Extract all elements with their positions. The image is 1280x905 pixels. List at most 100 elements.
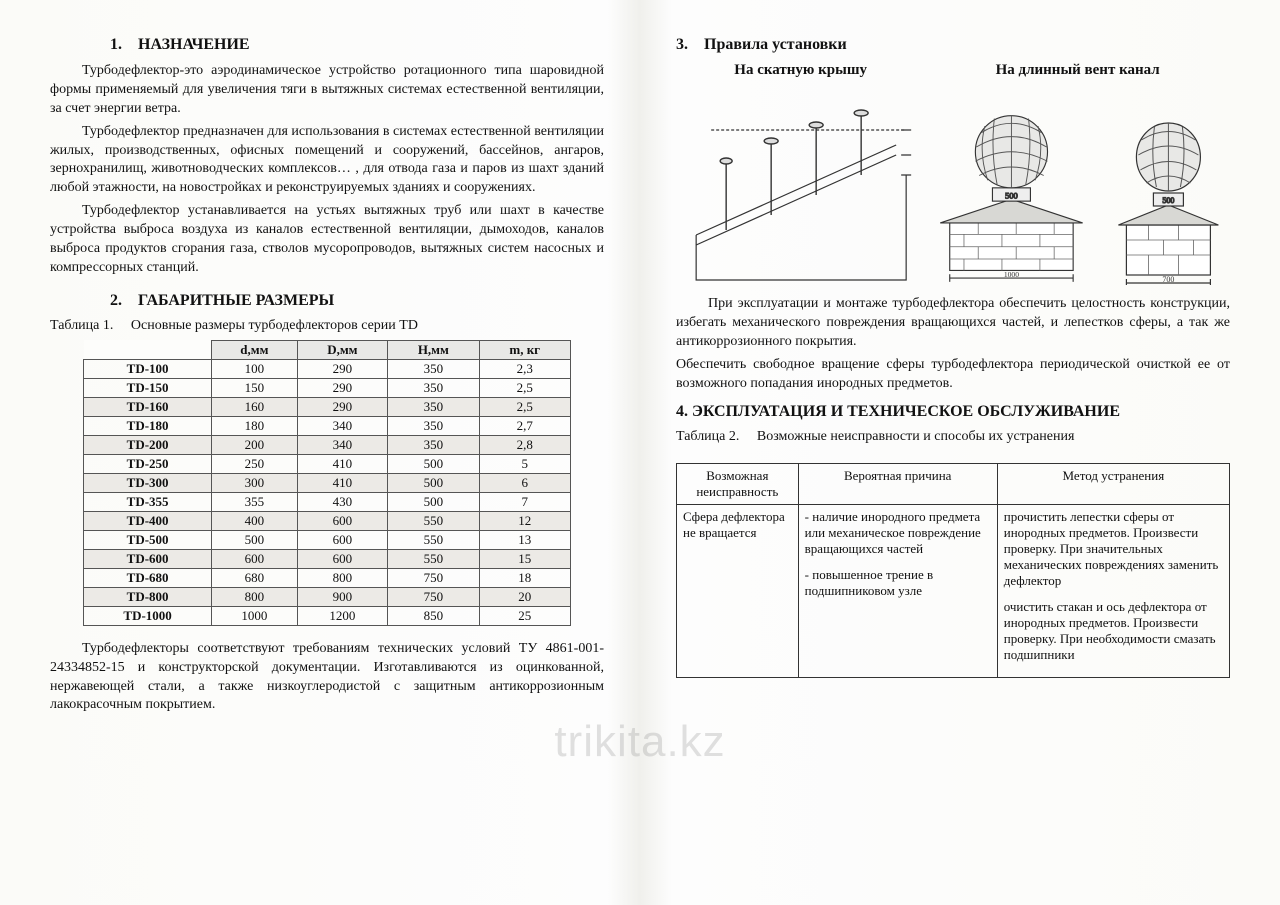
section-4-title: ЭКСПЛУАТАЦИЯ И ТЕХНИЧЕСКОЕ ОБСЛУЖИВАНИЕ bbox=[692, 403, 1120, 420]
dims-row: TD-2002003403502,8 bbox=[84, 435, 571, 454]
dims-cell: 800 bbox=[212, 587, 298, 606]
dims-header: m, кг bbox=[479, 340, 570, 359]
trouble-causes: - наличие инородного предмета или механи… bbox=[798, 505, 997, 678]
dims-row: TD-1601602903502,5 bbox=[84, 397, 571, 416]
dims-model: TD-180 bbox=[84, 416, 212, 435]
trouble-h1: Возможная неисправность bbox=[677, 464, 799, 505]
dims-row: TD-3553554305007 bbox=[84, 492, 571, 511]
svg-text:500: 500 bbox=[1005, 190, 1018, 200]
trouble-cause-1: - наличие инородного предмета или механи… bbox=[805, 509, 991, 557]
dims-cell: 160 bbox=[212, 397, 298, 416]
trouble-table: Возможная неисправность Вероятная причин… bbox=[676, 463, 1230, 678]
section-3-title: Правила установки bbox=[704, 36, 847, 53]
dims-header: D,мм bbox=[297, 340, 387, 359]
dims-cell: 15 bbox=[479, 549, 570, 568]
trouble-cause-2: - повышенное трение в подшипниковом узле bbox=[805, 567, 991, 599]
dimensions-table: d,ммD,ммH,ммm, кг TD-1001002903502,3TD-1… bbox=[83, 340, 571, 626]
right-page: 3. Правила установки На скатную крышу На… bbox=[640, 0, 1280, 905]
dims-cell: 410 bbox=[297, 454, 387, 473]
dims-cell: 7 bbox=[479, 492, 570, 511]
diagram-row: 500 bbox=[676, 85, 1230, 285]
subhead-long-vent: На длинный вент канал bbox=[925, 62, 1230, 79]
dims-cell: 350 bbox=[387, 378, 479, 397]
dims-cell: 350 bbox=[387, 397, 479, 416]
dims-row: TD-80080090075020 bbox=[84, 587, 571, 606]
section-2-title: ГАБАРИТНЫЕ РАЗМЕРЫ bbox=[138, 292, 334, 309]
dims-cell: 500 bbox=[387, 473, 479, 492]
dims-row: TD-2502504105005 bbox=[84, 454, 571, 473]
section-3-heading: 3. Правила установки bbox=[676, 36, 1230, 54]
section-1-num: 1. bbox=[110, 36, 134, 54]
dims-row: TD-40040060055012 bbox=[84, 511, 571, 530]
section-3-num: 3. bbox=[676, 36, 700, 54]
dims-header: d,мм bbox=[212, 340, 298, 359]
dims-row: TD-1001002903502,3 bbox=[84, 359, 571, 378]
svg-text:1000: 1000 bbox=[1004, 270, 1019, 279]
dims-cell: 20 bbox=[479, 587, 570, 606]
dims-cell: 250 bbox=[212, 454, 298, 473]
left-page: 1. НАЗНАЧЕНИЕ Турбодефлектор-это аэродин… bbox=[0, 0, 640, 905]
sec1-para-2: Турбодефлектор предназначен для использо… bbox=[50, 123, 604, 199]
dims-cell: 400 bbox=[212, 511, 298, 530]
diagram-subheadings: На скатную крышу На длинный вент канал bbox=[676, 62, 1230, 79]
dims-cell: 2,3 bbox=[479, 359, 570, 378]
dims-cell: 680 bbox=[212, 568, 298, 587]
dims-cell: 410 bbox=[297, 473, 387, 492]
dims-cell: 6 bbox=[479, 473, 570, 492]
dims-cell: 340 bbox=[297, 435, 387, 454]
dims-cell: 1200 bbox=[297, 606, 387, 625]
dims-model: TD-200 bbox=[84, 435, 212, 454]
dims-cell: 2,5 bbox=[479, 397, 570, 416]
trouble-fix-2: очистить стакан и ось дефлектора от инор… bbox=[1004, 599, 1223, 663]
dims-row: TD-68068080075018 bbox=[84, 568, 571, 587]
dims-row: TD-50050060055013 bbox=[84, 530, 571, 549]
dims-cell: 2,5 bbox=[479, 378, 570, 397]
dims-cell: 800 bbox=[297, 568, 387, 587]
table1-caption-a: Таблица 1. bbox=[50, 318, 113, 333]
dims-model: TD-160 bbox=[84, 397, 212, 416]
table2-caption: Таблица 2. Возможные неисправности и спо… bbox=[676, 429, 1230, 445]
dims-cell: 350 bbox=[387, 416, 479, 435]
dims-cell: 25 bbox=[479, 606, 570, 625]
table1-caption: Таблица 1. Основные размеры турбодефлект… bbox=[50, 318, 604, 334]
dims-model: TD-680 bbox=[84, 568, 212, 587]
trouble-fault: Сфера дефлектора не вращается bbox=[677, 505, 799, 678]
dims-row: TD-1801803403502,7 bbox=[84, 416, 571, 435]
dims-cell: 12 bbox=[479, 511, 570, 530]
diagram-long-vent-small: 500 700 bbox=[1107, 85, 1230, 285]
dims-model: TD-250 bbox=[84, 454, 212, 473]
trouble-fix-1: прочистить лепестки сферы от инородных п… bbox=[1004, 509, 1223, 589]
dims-model: TD-355 bbox=[84, 492, 212, 511]
sec1-para-3: Турбодефлектор устанавливается на устьях… bbox=[50, 202, 604, 278]
sec2-para: Турбодефлекторы соответствуют требования… bbox=[50, 640, 604, 716]
section-2-num: 2. bbox=[110, 292, 134, 310]
dims-cell: 550 bbox=[387, 530, 479, 549]
dims-cell: 430 bbox=[297, 492, 387, 511]
dims-model: TD-150 bbox=[84, 378, 212, 397]
dims-cell: 500 bbox=[212, 530, 298, 549]
dims-header: H,мм bbox=[387, 340, 479, 359]
dims-cell: 600 bbox=[297, 530, 387, 549]
dims-header bbox=[84, 340, 212, 359]
dims-cell: 180 bbox=[212, 416, 298, 435]
section-4-heading: 4. ЭКСПЛУАТАЦИЯ И ТЕХНИЧЕСКОЕ ОБСЛУЖИВАН… bbox=[676, 403, 1230, 421]
sec3-para-1: При эксплуатации и монтаже турбодефлекто… bbox=[676, 295, 1230, 352]
dims-cell: 340 bbox=[297, 416, 387, 435]
trouble-fixes: прочистить лепестки сферы от инородных п… bbox=[997, 505, 1229, 678]
dims-cell: 18 bbox=[479, 568, 570, 587]
dims-cell: 2,7 bbox=[479, 416, 570, 435]
dims-row: TD-1501502903502,5 bbox=[84, 378, 571, 397]
table1-caption-b: Основные размеры турбодефлекторов серии … bbox=[131, 318, 418, 333]
dims-cell: 5 bbox=[479, 454, 570, 473]
dims-cell: 600 bbox=[297, 549, 387, 568]
table2-caption-b: Возможные неисправности и способы их уст… bbox=[757, 429, 1075, 444]
dims-cell: 350 bbox=[387, 359, 479, 378]
dims-cell: 900 bbox=[297, 587, 387, 606]
dims-model: TD-100 bbox=[84, 359, 212, 378]
dims-row: TD-60060060055015 bbox=[84, 549, 571, 568]
dims-cell: 290 bbox=[297, 359, 387, 378]
dims-cell: 750 bbox=[387, 587, 479, 606]
dims-cell: 290 bbox=[297, 397, 387, 416]
dims-cell: 600 bbox=[212, 549, 298, 568]
dims-cell: 290 bbox=[297, 378, 387, 397]
